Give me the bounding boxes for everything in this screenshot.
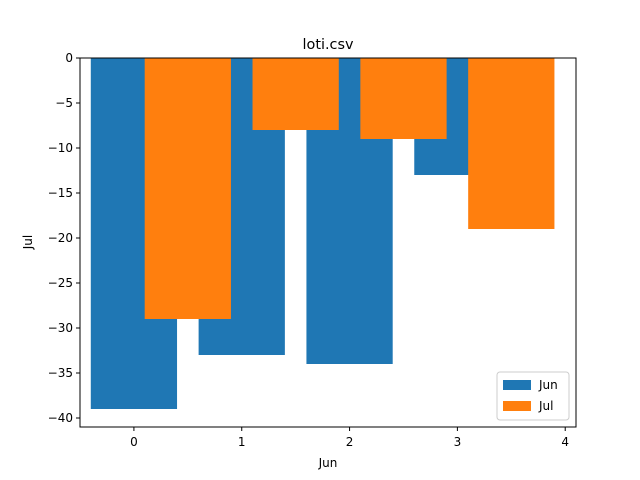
legend: Jun Jul: [496, 371, 570, 421]
legend-swatch-jun: [503, 380, 531, 390]
x-tick-label: 4: [561, 435, 569, 449]
bar-jul-0: [144, 58, 231, 319]
bar-jul-2: [360, 58, 447, 139]
y-tick-label: −40: [48, 411, 73, 425]
bars: [90, 58, 555, 409]
legend-label-jun: Jun: [538, 378, 558, 392]
y-axis-label: Jul: [21, 235, 35, 250]
legend-box: [496, 371, 570, 421]
x-tick-label: 1: [238, 435, 246, 449]
x-axis-label: Jun: [318, 456, 338, 470]
x-tick-label: 3: [454, 435, 462, 449]
bar-jul-1: [252, 58, 339, 130]
chart-title: loti.csv: [303, 37, 354, 53]
y-tick-label: −35: [48, 366, 73, 380]
bar-jul-3: [468, 58, 555, 229]
y-tick-label: −15: [48, 186, 73, 200]
x-axis-ticks: 0 1 2 3 4: [130, 427, 569, 449]
y-axis-ticks: 0 −5 −10 −15 −20 −25 −30 −35 −40: [48, 51, 80, 425]
x-tick-label: 2: [346, 435, 354, 449]
y-tick-label: 0: [65, 51, 73, 65]
y-tick-label: −25: [48, 276, 73, 290]
legend-swatch-jul: [503, 401, 531, 411]
y-tick-label: −10: [48, 141, 73, 155]
plot-frame: [79, 57, 577, 428]
legend-label-jul: Jul: [538, 399, 553, 413]
y-tick-label: −20: [48, 231, 73, 245]
y-tick-label: −5: [55, 96, 73, 110]
y-tick-label: −30: [48, 321, 73, 335]
x-tick-label: 0: [130, 435, 138, 449]
